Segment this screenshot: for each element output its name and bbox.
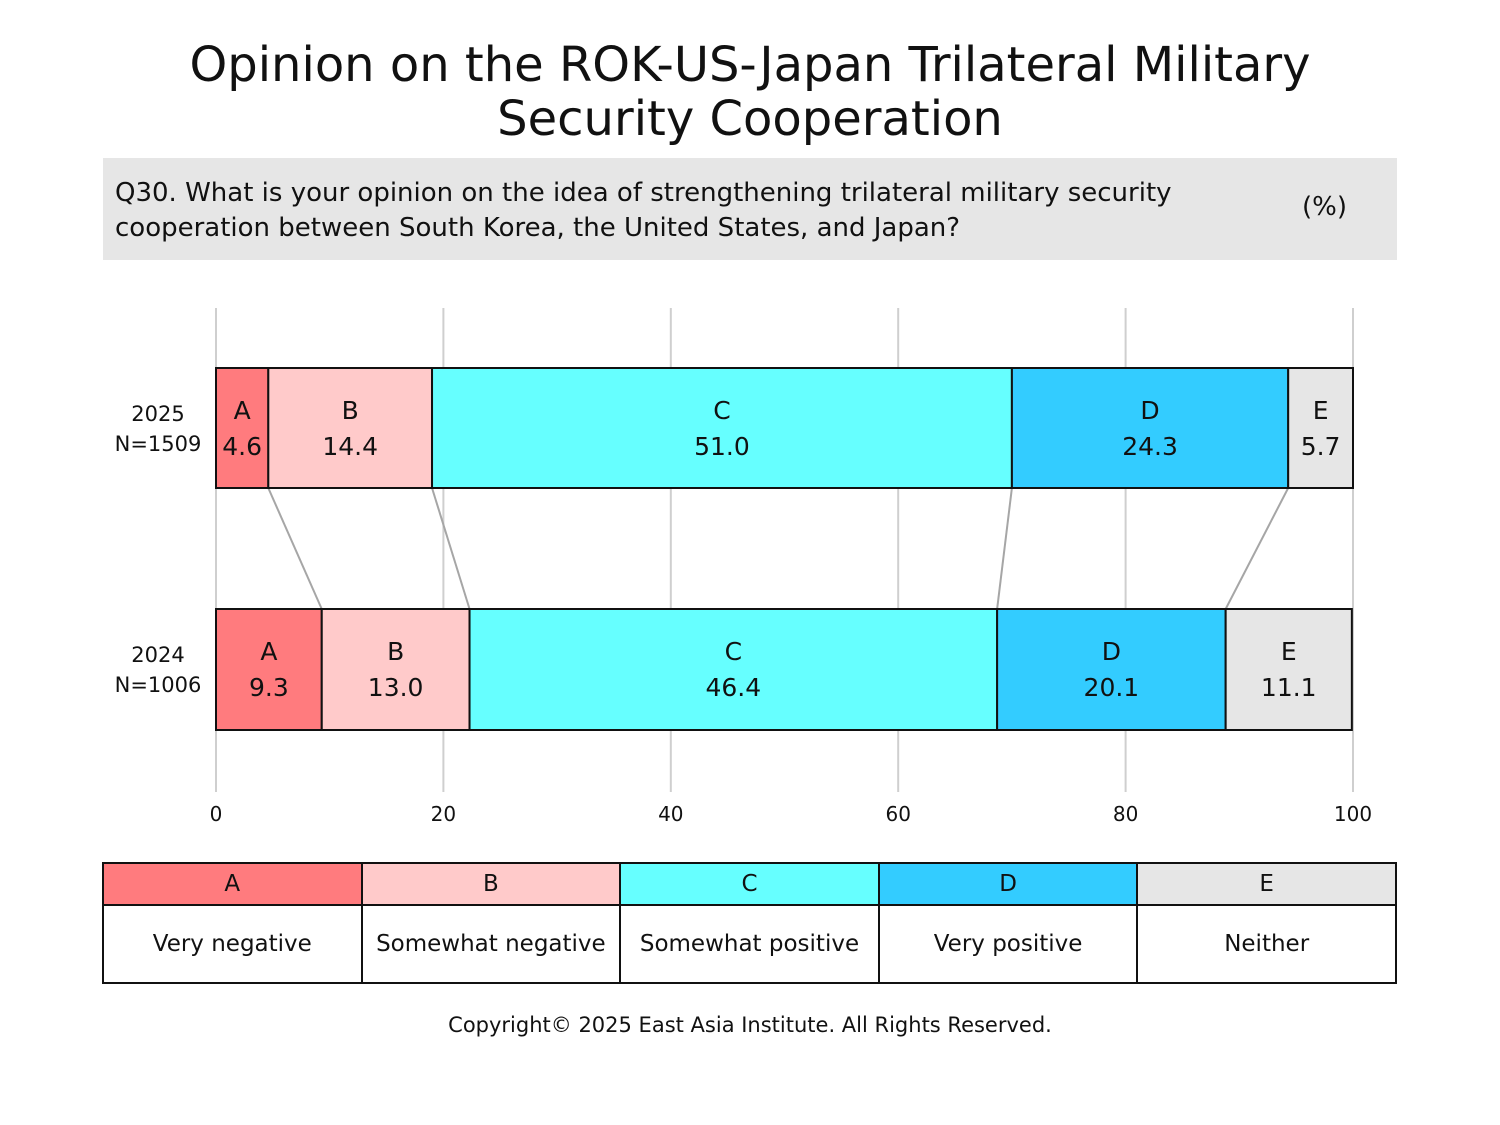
chart-title: Opinion on the ROK-US-Japan Trilateral M… [0, 38, 1500, 146]
connector-line [1224, 487, 1290, 610]
copyright-text: Copyright© 2025 East Asia Institute. All… [448, 1013, 1052, 1037]
legend-label-e: Neither [1136, 904, 1397, 984]
segment-key-label: B [387, 637, 404, 666]
data-label: 24.3 [1122, 432, 1178, 461]
bar-segment-a [215, 608, 323, 731]
question-line-2: cooperation between South Korea, the Uni… [115, 213, 961, 243]
bar-segment-b [267, 367, 434, 489]
question-box: Q30. What is your opinion on the idea of… [103, 158, 1397, 260]
title-line-2: Security Cooperation [497, 91, 1003, 147]
data-label: 20.1 [1084, 673, 1140, 702]
bar-segment-d [996, 608, 1227, 731]
data-label: 14.4 [322, 432, 378, 461]
category-year-label: 2024 [131, 643, 184, 667]
segment-key-label: E [1281, 637, 1297, 666]
legend-label-a: Very negative [102, 904, 363, 984]
legend-key-e: E [1136, 862, 1397, 906]
segment-key-label: D [1102, 637, 1121, 666]
question-text: Q30. What is your opinion on the idea of… [115, 176, 1215, 246]
segment-key-label: C [713, 396, 730, 425]
data-label: 11.1 [1261, 673, 1317, 702]
x-tick-label: 80 [1113, 802, 1138, 826]
bar-segment-b [320, 608, 471, 731]
bar-segment-c [468, 608, 999, 731]
segment-key-label: A [260, 637, 277, 666]
title-line-1: Opinion on the ROK-US-Japan Trilateral M… [189, 37, 1311, 93]
connector-line [267, 487, 323, 610]
category-n-label: N=1006 [115, 673, 202, 697]
data-label: 13.0 [368, 673, 424, 702]
bar-segment-a [215, 367, 270, 489]
x-tick-label: 40 [658, 802, 683, 826]
segment-key-label: D [1140, 396, 1159, 425]
bar-segment-e [1287, 367, 1355, 489]
x-tick-label: 60 [885, 802, 910, 826]
stacked-bar-chart: 0 20 40 60 80 100 A 4.6 B 14.4 C 51.0 D 24.3 E 5.7 2025 N… [115, 308, 1372, 826]
segment-key-label: A [234, 396, 251, 425]
segment-key-label: B [342, 396, 359, 425]
data-label: 5.7 [1301, 432, 1341, 461]
legend-label-row: Very negative Somewhat negative Somewhat p… [102, 904, 1397, 984]
legend-key-c: C [619, 862, 880, 906]
data-label: 51.0 [694, 432, 750, 461]
segment-key-label: C [725, 637, 742, 666]
segment-key-label: E [1313, 396, 1329, 425]
legend-key-a: A [102, 862, 363, 906]
x-tick-label: 100 [1334, 802, 1372, 826]
data-label: 9.3 [249, 673, 289, 702]
question-line-1: Q30. What is your opinion on the idea of… [115, 178, 1172, 208]
category-n-label: N=1509 [115, 432, 202, 456]
legend-label-d: Very positive [877, 904, 1139, 984]
legend-label-c: Somewhat positive [619, 904, 880, 984]
connector-line [431, 487, 471, 610]
data-label: 46.4 [705, 673, 761, 702]
connector-line [996, 487, 1013, 610]
data-label: 4.6 [222, 432, 262, 461]
bar-segment-e [1224, 608, 1353, 731]
category-year-label: 2025 [131, 402, 184, 426]
bar-segment-d [1010, 367, 1290, 489]
x-tick-label: 0 [210, 802, 223, 826]
x-tick-label: 20 [431, 802, 456, 826]
legend-label-b: Somewhat negative [360, 904, 622, 984]
bar-segment-c [431, 367, 1013, 489]
unit-label: (%) [1302, 192, 1347, 222]
legend-key-d: D [877, 862, 1139, 906]
legend-key-b: B [360, 862, 622, 906]
